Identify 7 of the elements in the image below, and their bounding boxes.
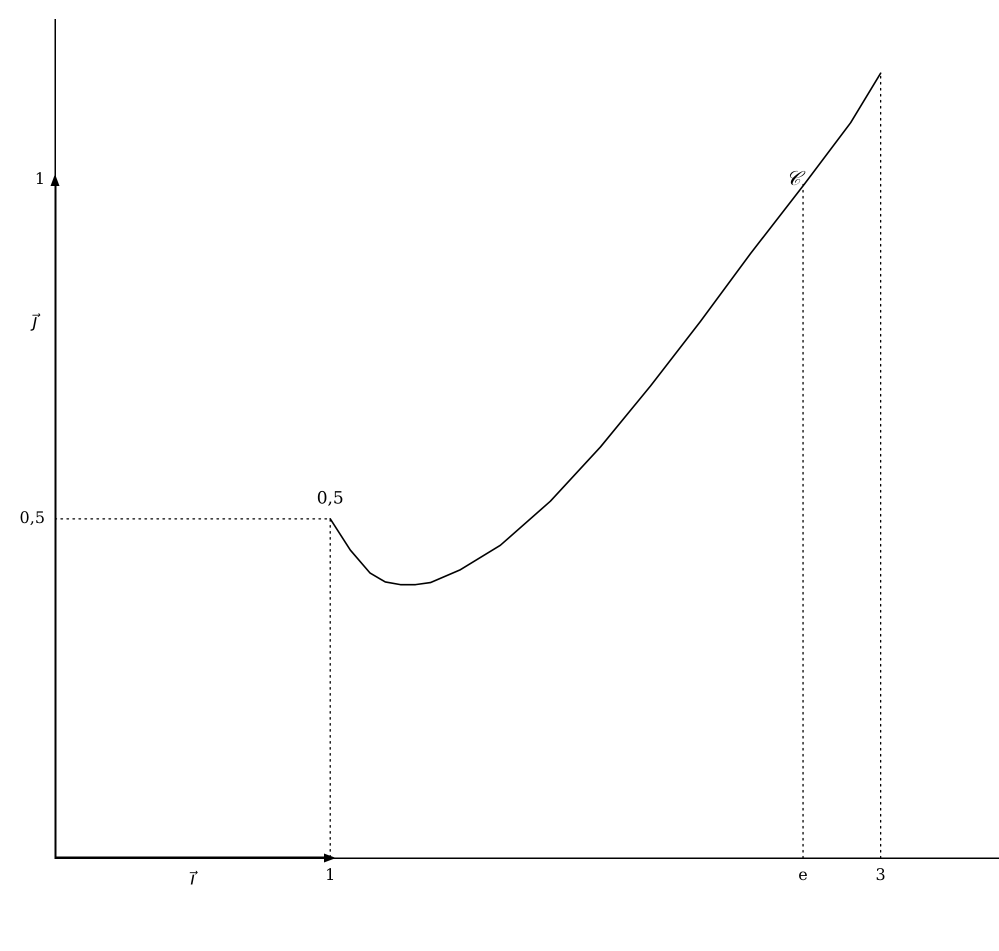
annotation: 𝒞 bbox=[786, 166, 806, 190]
x-axis-title: i⃗ bbox=[189, 868, 198, 890]
y-axis-title: j⃗ bbox=[29, 310, 41, 332]
x-tick-label: e bbox=[798, 864, 808, 884]
x-tick-label: 1 bbox=[325, 864, 336, 884]
annotation: 0,5 bbox=[316, 488, 344, 508]
x-tick-label: 3 bbox=[876, 864, 886, 884]
